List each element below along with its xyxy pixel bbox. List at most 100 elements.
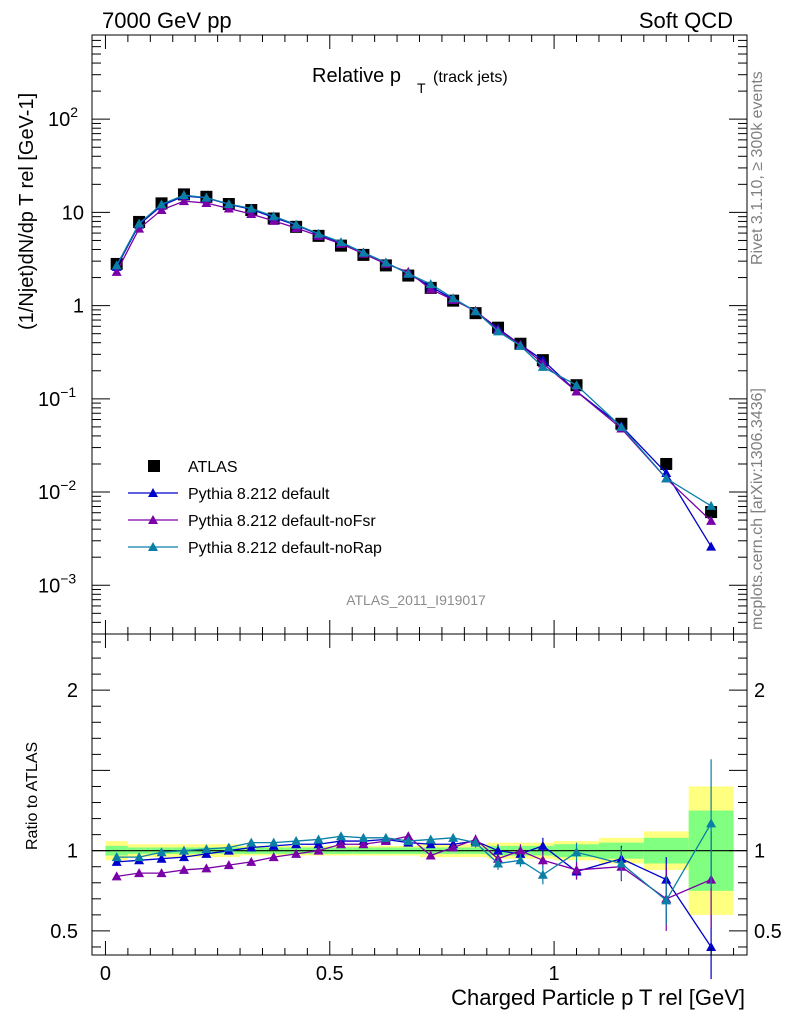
header-right-label: Soft QCD — [639, 8, 733, 33]
series-point — [201, 198, 212, 208]
ratio-ytick-label-right: 1 — [754, 841, 765, 863]
chart-title-sub: T — [417, 80, 426, 96]
legend-marker-triangle — [148, 488, 158, 497]
rivet-label: Rivet 3.1.10, ≥ 300k events — [749, 71, 766, 265]
ytick-label: 1 — [73, 296, 84, 318]
analysis-id: ATLAS_2011_I919017 — [346, 592, 486, 608]
series-point — [223, 199, 234, 209]
ratio-point — [268, 852, 279, 862]
ratio-point — [537, 869, 548, 879]
atlas-point — [660, 457, 673, 470]
ratio-point — [470, 837, 481, 847]
ratio-point — [515, 845, 526, 855]
chart-title: Relative p T (track jets) — [312, 65, 508, 96]
ratio-line — [116, 835, 712, 900]
series-point — [706, 500, 717, 510]
ratio-point — [537, 855, 548, 865]
series-point — [111, 260, 122, 270]
legend-marker-triangle — [148, 542, 158, 551]
series-point — [156, 205, 167, 215]
ratio-ylabel: Ratio to ATLAS — [24, 742, 41, 850]
main-ylabel: (1/Njet)dN/dp T rel [GeV-1] — [16, 93, 38, 330]
mcplots-label: mcplots.cern.ch [arXiv:1306.3436] — [749, 388, 766, 630]
ratio-ytick-label-left: 2 — [67, 680, 78, 702]
ratio-point — [313, 845, 324, 855]
series-point — [335, 237, 346, 247]
series-point — [571, 386, 582, 396]
ratio-point — [571, 847, 582, 857]
legend: ATLAS Pythia 8.212 default Pythia 8.212 de… — [128, 459, 382, 557]
ratio-point — [201, 844, 212, 854]
series-point — [358, 247, 369, 257]
ratio-point — [403, 831, 414, 841]
ratio-point — [616, 858, 627, 868]
ratio-point — [201, 848, 212, 858]
ratio-ytick-label-right: 0.5 — [754, 921, 782, 943]
ratio-point — [201, 863, 212, 873]
series-point — [178, 196, 189, 206]
ratio-ytick-label-left: 0.5 — [50, 921, 78, 943]
series-point — [470, 306, 481, 316]
series-point — [515, 340, 526, 350]
series-point — [425, 284, 436, 294]
ratio-point — [358, 832, 369, 842]
ratio-point — [111, 856, 122, 866]
ratio-point — [335, 839, 346, 849]
series-line — [116, 200, 712, 522]
ratio-point — [178, 845, 189, 855]
ratio-point — [223, 842, 234, 852]
xtick-label: 1 — [549, 963, 560, 985]
ratio-point — [178, 864, 189, 874]
ratio-point — [493, 858, 504, 868]
xtick-label: 0.5 — [316, 963, 344, 985]
ytick-label: 10−3 — [38, 570, 76, 597]
ratio-point — [291, 836, 302, 846]
ratio-panel-frame — [91, 633, 748, 956]
ratio-point — [493, 845, 504, 855]
series-point — [134, 218, 145, 228]
ratio-point — [291, 848, 302, 858]
ratio-point — [335, 831, 346, 841]
ratio-point — [537, 840, 548, 850]
series-point — [268, 215, 279, 225]
series-point — [537, 361, 548, 371]
xtick-label: 0 — [100, 963, 111, 985]
ratio-point — [448, 832, 459, 842]
series-point — [616, 421, 627, 431]
ratio-point — [111, 871, 122, 881]
ratio-point — [313, 839, 324, 849]
series-point — [111, 266, 122, 276]
ytick-label: 10 — [62, 202, 84, 224]
ratio-point — [425, 839, 436, 849]
series-point — [425, 279, 436, 289]
ratio-panel-series — [111, 759, 717, 980]
series-point — [246, 203, 257, 213]
ratio-point — [134, 852, 145, 862]
ytick-label: 10−1 — [38, 384, 76, 411]
ratio-point — [246, 856, 257, 866]
ratio-point — [706, 818, 717, 828]
legend-marker-triangle — [148, 515, 158, 524]
ratio-line — [116, 823, 712, 902]
legend-label: Pythia 8.212 default — [188, 486, 330, 503]
ratio-point — [246, 842, 257, 852]
ratio-point — [111, 852, 122, 862]
chart-title-main: Relative p — [312, 65, 401, 87]
ratio-point — [156, 853, 167, 863]
ytick-label: 102 — [48, 104, 78, 131]
ratio-point — [425, 850, 436, 860]
header-left-label: 7000 GeV pp — [102, 8, 232, 33]
legend-label: ATLAS — [188, 459, 238, 476]
ratio-point — [380, 832, 391, 842]
legend-label: Pythia 8.212 default-noRap — [188, 540, 382, 557]
ratio-point — [661, 895, 672, 905]
series-point — [571, 380, 582, 390]
series-point — [268, 211, 279, 221]
ratio-point — [571, 864, 582, 874]
ratio-point — [223, 860, 234, 870]
series-point — [201, 192, 212, 202]
series-point — [706, 541, 717, 551]
ratio-point — [246, 837, 257, 847]
series-point — [134, 223, 145, 233]
